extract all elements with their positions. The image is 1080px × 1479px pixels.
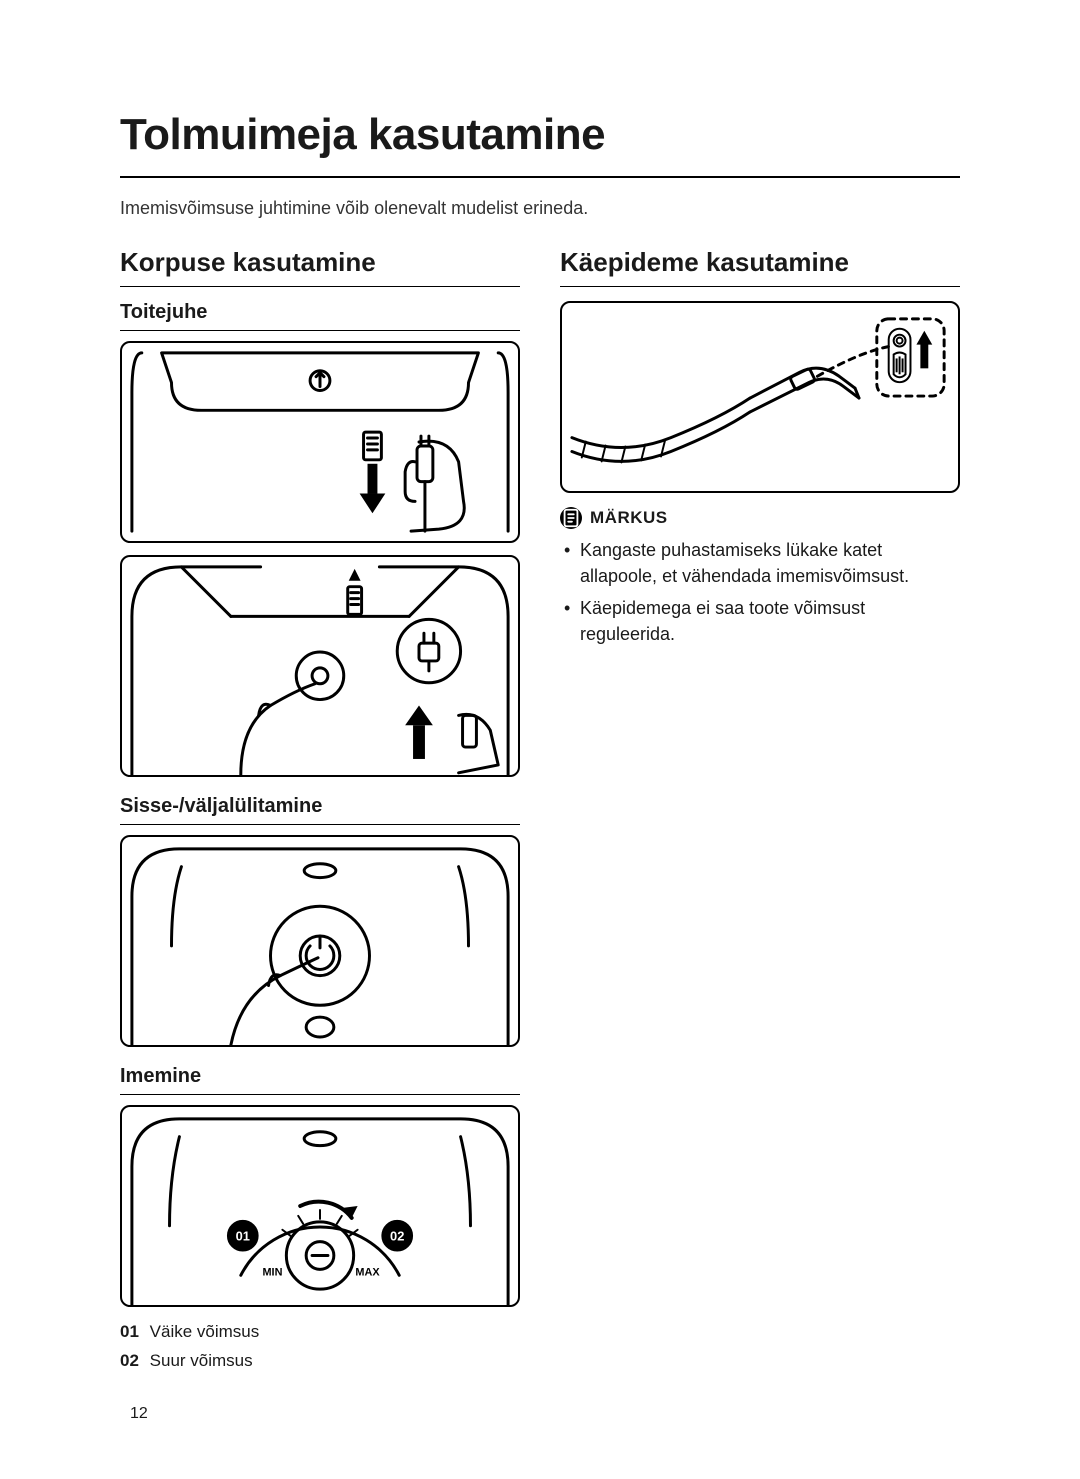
section-power-cord-heading: Toitejuhe <box>120 301 520 331</box>
page-number: 12 <box>130 1405 148 1423</box>
right-heading: Käepideme kasutamine <box>560 247 960 287</box>
intro-text: Imemisvõimsuse juhtimine võib olenevalt … <box>120 198 960 219</box>
note-label: MÄRKUS <box>590 508 668 528</box>
section-onoff-heading: Sisse-/väljalülitamine <box>120 795 520 825</box>
page-title: Tolmuimeja kasutamine <box>120 110 960 178</box>
legend-text-1: Väike võimsus <box>150 1322 260 1341</box>
note-icon <box>560 507 582 529</box>
two-column-layout: Korpuse kasutamine Toitejuhe <box>120 247 960 1374</box>
figure-power-cord-pull <box>120 341 520 543</box>
left-column: Korpuse kasutamine Toitejuhe <box>120 247 520 1374</box>
dial-min: MIN <box>263 1266 283 1278</box>
dial-label-01: 01 <box>236 1228 250 1243</box>
legend-row-2: 02 Suur võimsus <box>120 1348 520 1374</box>
note-list: Kangaste puhastamiseks lükake katet alla… <box>560 537 960 647</box>
figure-handle <box>560 301 960 493</box>
right-column: Käepideme kasutamine <box>560 247 960 1374</box>
legend-text-2: Suur võimsus <box>150 1351 253 1370</box>
dial-max: MAX <box>355 1266 380 1278</box>
note-item-1: Kangaste puhastamiseks lükake katet alla… <box>564 537 960 589</box>
section-suction-heading: Imemine <box>120 1065 520 1095</box>
figure-on-off <box>120 835 520 1047</box>
legend-row-1: 01 Väike võimsus <box>120 1319 520 1345</box>
dial-label-02: 02 <box>390 1228 404 1243</box>
figure-suction-dial: 01 02 MIN MAX <box>120 1105 520 1307</box>
left-heading: Korpuse kasutamine <box>120 247 520 287</box>
note-heading: MÄRKUS <box>560 507 960 529</box>
legend-num-2: 02 <box>120 1351 139 1370</box>
figure-power-cord-rewind <box>120 555 520 777</box>
legend-num-1: 01 <box>120 1322 139 1341</box>
note-item-2: Käepidemega ei saa toote võimsust regule… <box>564 595 960 647</box>
